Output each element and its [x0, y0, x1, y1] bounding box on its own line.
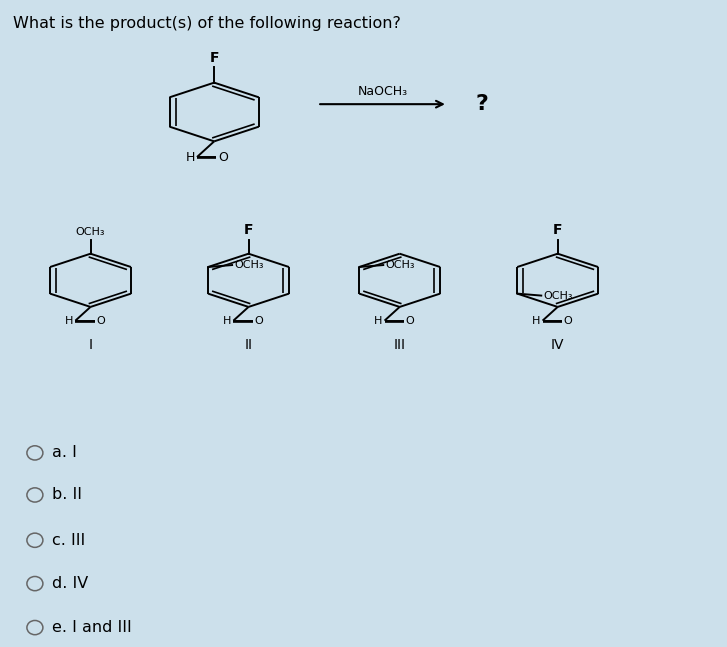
Text: e. I and III: e. I and III	[52, 620, 132, 635]
Text: H: H	[374, 316, 382, 325]
Text: F: F	[209, 51, 219, 65]
Text: b. II: b. II	[52, 487, 82, 503]
Text: c. III: c. III	[52, 532, 86, 548]
Text: a. I: a. I	[52, 445, 77, 461]
Text: F: F	[244, 223, 253, 237]
Text: OCH₃: OCH₃	[76, 227, 105, 237]
Text: ?: ?	[475, 94, 488, 114]
Text: II: II	[244, 338, 252, 352]
Text: I: I	[89, 338, 92, 352]
Text: F: F	[553, 223, 563, 237]
Text: O: O	[406, 316, 414, 326]
Text: III: III	[393, 338, 406, 352]
Text: NaOCH₃: NaOCH₃	[358, 85, 408, 98]
Text: H: H	[185, 151, 195, 164]
Text: H: H	[223, 316, 231, 325]
Text: OCH₃: OCH₃	[385, 260, 415, 270]
Text: H: H	[532, 316, 540, 325]
Text: d. IV: d. IV	[52, 576, 89, 591]
Text: IV: IV	[551, 338, 564, 352]
Text: O: O	[97, 316, 105, 326]
Text: OCH₃: OCH₃	[543, 291, 573, 301]
Text: What is the product(s) of the following reaction?: What is the product(s) of the following …	[13, 16, 401, 31]
Text: O: O	[564, 316, 573, 326]
Text: O: O	[254, 316, 263, 326]
Text: O: O	[218, 151, 228, 164]
Text: OCH₃: OCH₃	[234, 260, 264, 270]
Text: H: H	[65, 316, 73, 325]
